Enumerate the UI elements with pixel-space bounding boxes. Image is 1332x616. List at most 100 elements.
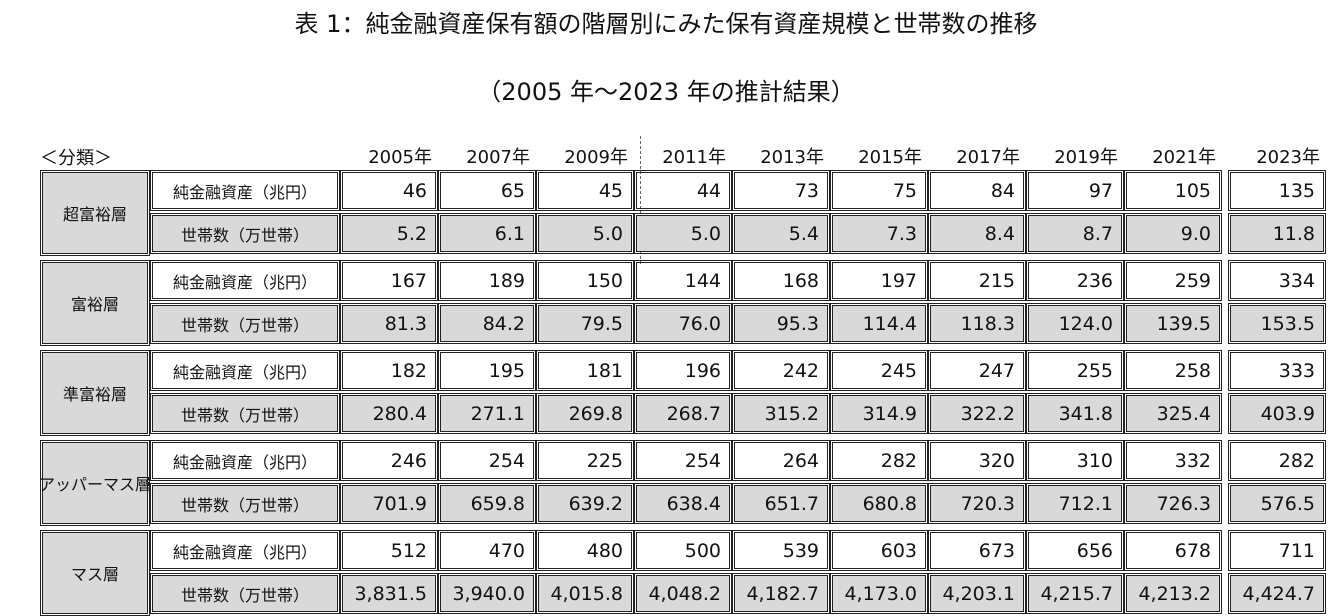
value-cell: 726.3 — [1124, 483, 1222, 524]
value-cell: 182 — [340, 350, 438, 391]
header-label: ＜分類＞ — [40, 148, 112, 169]
value-cell: 81.3 — [340, 303, 438, 344]
value-cell: 245 — [830, 350, 928, 391]
value-cell: 4,213.2 — [1124, 573, 1222, 614]
value-cell: 310 — [1026, 440, 1124, 481]
row-label: 純金融資産（兆円） — [150, 260, 340, 301]
value-cell: 576.5 — [1228, 483, 1326, 524]
group-label: 富裕層 — [40, 260, 150, 346]
value-cell: 315.2 — [732, 393, 830, 434]
value-cell: 4,015.8 — [536, 573, 634, 614]
value-cell: 215 — [928, 260, 1026, 301]
value-cell: 3,831.5 — [340, 573, 438, 614]
value-cell: 720.3 — [928, 483, 1026, 524]
value-cell: 282 — [1228, 440, 1326, 481]
year-header: 2021年 — [1152, 147, 1216, 168]
value-cell: 268.7 — [634, 393, 732, 434]
value-cell: 4,173.0 — [830, 573, 928, 614]
value-cell: 118.3 — [928, 303, 1026, 344]
value-cell: 271.1 — [438, 393, 536, 434]
value-cell: 247 — [928, 350, 1026, 391]
value-cell: 280.4 — [340, 393, 438, 434]
value-cell: 5.0 — [536, 213, 634, 254]
value-cell: 197 — [830, 260, 928, 301]
row-label: 世帯数（万世帯） — [150, 303, 340, 344]
row-label: 世帯数（万世帯） — [150, 393, 340, 434]
value-cell: 8.7 — [1026, 213, 1124, 254]
row-label: 純金融資産（兆円） — [150, 440, 340, 481]
row-label: 純金融資産（兆円） — [150, 350, 340, 391]
value-cell: 114.4 — [830, 303, 928, 344]
group-label: アッパーマス層 — [39, 440, 151, 526]
value-cell: 84.2 — [438, 303, 536, 344]
value-cell: 95.3 — [732, 303, 830, 344]
value-cell: 135 — [1228, 170, 1326, 211]
value-cell: 255 — [1026, 350, 1124, 391]
row-label: 世帯数（万世帯） — [150, 483, 340, 524]
value-cell: 242 — [732, 350, 830, 391]
subtitle: （2005 年～2023 年の推計結果） — [477, 78, 855, 106]
value-cell: 73 — [732, 170, 830, 211]
row-label: 世帯数（万世帯） — [150, 213, 340, 254]
value-cell: 334 — [1228, 260, 1326, 301]
value-cell: 639.2 — [536, 483, 634, 524]
value-cell: 3,940.0 — [438, 573, 536, 614]
value-cell: 680.8 — [830, 483, 928, 524]
value-cell: 480 — [536, 530, 634, 571]
value-cell: 76.0 — [634, 303, 732, 344]
value-cell: 5.0 — [634, 213, 732, 254]
value-cell: 470 — [438, 530, 536, 571]
divider — [640, 136, 641, 264]
value-cell: 259 — [1124, 260, 1222, 301]
value-cell: 282 — [830, 440, 928, 481]
value-cell: 325.4 — [1124, 393, 1222, 434]
value-cell: 9.0 — [1124, 213, 1222, 254]
value-cell: 4,048.2 — [634, 573, 732, 614]
value-cell: 314.9 — [830, 393, 928, 434]
value-cell: 189 — [438, 260, 536, 301]
value-cell: 5.4 — [732, 213, 830, 254]
value-cell: 500 — [634, 530, 732, 571]
value-cell: 168 — [732, 260, 830, 301]
value-cell: 269.8 — [536, 393, 634, 434]
value-cell: 65 — [438, 170, 536, 211]
group-label: 超富裕層 — [40, 170, 150, 256]
year-header: 2019年 — [1054, 147, 1118, 168]
value-cell: 539 — [732, 530, 830, 571]
year-header: 2007年 — [466, 147, 530, 168]
value-cell: 638.4 — [634, 483, 732, 524]
row-label: 純金融資産（兆円） — [150, 530, 340, 571]
value-cell: 4,215.7 — [1026, 573, 1124, 614]
year-header: 2011年 — [662, 147, 726, 168]
value-cell: 124.0 — [1026, 303, 1124, 344]
value-cell: 333 — [1228, 350, 1326, 391]
value-cell: 46 — [340, 170, 438, 211]
value-cell: 75 — [830, 170, 928, 211]
value-cell: 603 — [830, 530, 928, 571]
value-cell: 167 — [340, 260, 438, 301]
value-cell: 4,203.1 — [928, 573, 1026, 614]
year-header: 2017年 — [956, 147, 1020, 168]
value-cell: 195 — [438, 350, 536, 391]
value-cell: 322.2 — [928, 393, 1026, 434]
value-cell: 181 — [536, 350, 634, 391]
value-cell: 5.2 — [340, 213, 438, 254]
value-cell: 246 — [340, 440, 438, 481]
value-cell: 332 — [1124, 440, 1222, 481]
value-cell: 4,424.7 — [1228, 573, 1326, 614]
value-cell: 150 — [536, 260, 634, 301]
value-cell: 44 — [634, 170, 732, 211]
value-cell: 254 — [438, 440, 536, 481]
value-cell: 196 — [634, 350, 732, 391]
group-label: 準富裕層 — [40, 350, 150, 436]
value-cell: 7.3 — [830, 213, 928, 254]
value-cell: 701.9 — [340, 483, 438, 524]
row-label: 純金融資産（兆円） — [150, 170, 340, 211]
value-cell: 320 — [928, 440, 1026, 481]
value-cell: 8.4 — [928, 213, 1026, 254]
value-cell: 673 — [928, 530, 1026, 571]
year-header: 2015年 — [858, 147, 922, 168]
title: 表 1：純金融資産保有額の階層別にみた保有資産規模と世帯数の推移 — [294, 10, 1038, 38]
value-cell: 236 — [1026, 260, 1124, 301]
